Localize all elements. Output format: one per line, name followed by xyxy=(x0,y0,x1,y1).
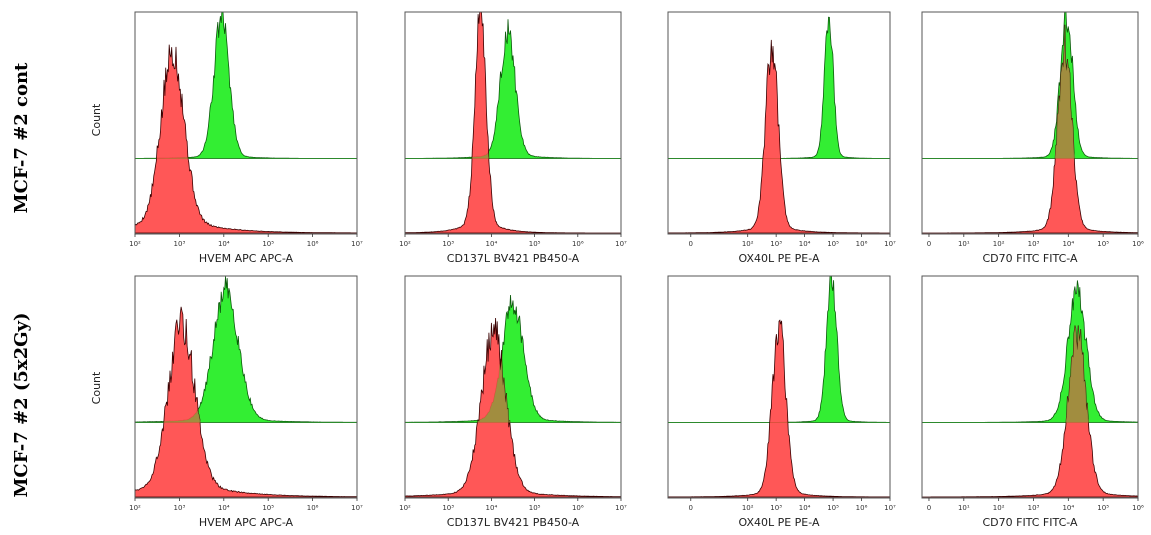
x-tick-label: 10⁶ xyxy=(856,504,868,512)
control-histogram xyxy=(668,319,890,498)
x-tick-label: 10⁵ xyxy=(529,240,541,248)
plot-frame xyxy=(134,11,358,235)
x-tick-label: 10⁵ xyxy=(827,504,839,512)
x-tick-label: 10⁵ xyxy=(262,504,274,512)
x-tick-label: 10³ xyxy=(770,504,782,512)
x-tick-label: 10⁴ xyxy=(799,504,811,512)
x-tick-label: 10³ xyxy=(1028,240,1040,248)
x-tick-label: 10⁶ xyxy=(307,240,319,248)
plot-frame xyxy=(921,11,1139,235)
x-tick-label: 10³ xyxy=(1028,504,1040,512)
plot-background xyxy=(922,12,1138,234)
plot-frame xyxy=(404,11,622,235)
plot-background xyxy=(922,276,1138,498)
overlap-region xyxy=(135,410,357,423)
x-tick-label: 10¹ xyxy=(958,240,970,248)
x-tick-label: 10⁴ xyxy=(1062,504,1074,512)
x-tick-label: 10⁵ xyxy=(1097,240,1109,248)
x-tick-label: 10⁵ xyxy=(827,240,839,248)
x-tick-label: 10³ xyxy=(442,504,454,512)
histogram-panel: 0 10² 10³ 10⁴ 10⁵ 10⁶ 10⁷ OX40L PE PE-A xyxy=(667,275,896,529)
histogram-panel: 10² 10³ 10⁴ 10⁵ 10⁶ 10⁷ HVEM APC APC-A xyxy=(129,11,363,265)
plot-frame xyxy=(134,275,358,499)
control-histogram xyxy=(405,12,621,234)
x-tick-label: 10³ xyxy=(770,240,782,248)
row-label-irradiated: MCF-7 #2 (5x2Gy) xyxy=(11,312,32,497)
x-tick-label: 0 xyxy=(927,504,931,512)
plot-frame xyxy=(404,275,622,499)
x-tick-label: 10² xyxy=(399,240,411,248)
histogram-panel: 10² 10³ 10⁴ 10⁵ 10⁶ 10⁷ CD137L BV421 PB450-A xyxy=(399,275,627,529)
x-tick-label: 10³ xyxy=(174,504,186,512)
control-histogram xyxy=(405,317,621,498)
x-tick-label: 10³ xyxy=(174,240,186,248)
x-tick-label: 10⁷ xyxy=(884,240,896,248)
row-label-control: MCF-7 #2 cont xyxy=(11,62,32,213)
x-axis-label: CD137L BV421 PB450-A xyxy=(447,252,580,265)
x-tick-label: 10² xyxy=(742,240,754,248)
x-axis-label: CD137L BV421 PB450-A xyxy=(447,516,580,529)
x-tick-label: 10² xyxy=(993,240,1005,248)
control-histogram xyxy=(922,24,1138,234)
x-tick-label: 10⁷ xyxy=(615,504,627,512)
control-histogram xyxy=(135,306,357,498)
x-tick-label: 0 xyxy=(689,504,693,512)
count-label-control: Count xyxy=(90,103,103,136)
x-tick-label: 0 xyxy=(689,240,693,248)
x-tick-label: 10¹ xyxy=(958,504,970,512)
x-tick-label: 10⁴ xyxy=(1062,240,1074,248)
x-axis-label: CD70 FITC FITC-A xyxy=(982,516,1078,529)
x-tick-label: 10² xyxy=(742,504,754,512)
plot-frame xyxy=(667,11,891,235)
x-tick-label: 10⁴ xyxy=(218,504,230,512)
x-tick-label: 10² xyxy=(129,504,141,512)
control-histogram xyxy=(922,325,1138,498)
x-tick-label: 10⁷ xyxy=(615,240,627,248)
x-tick-label: 10⁷ xyxy=(884,504,896,512)
control-histogram xyxy=(668,39,890,234)
histogram-panel: 0 10¹ 10² 10³ 10⁴ 10⁵ 10⁶ CD70 FITC FITC-A xyxy=(921,11,1144,265)
stained-histogram xyxy=(405,294,621,423)
x-tick-label: 10⁶ xyxy=(856,240,868,248)
histogram-panel: 0 10¹ 10² 10³ 10⁴ 10⁵ 10⁶ CD70 FITC FITC-A xyxy=(921,275,1144,529)
x-tick-label: 10² xyxy=(993,504,1005,512)
x-tick-label: 10² xyxy=(129,240,141,248)
x-tick-label: 10³ xyxy=(442,240,454,248)
x-axis-label: OX40L PE PE-A xyxy=(738,516,820,529)
histogram-panel: 0 10² 10³ 10⁴ 10⁵ 10⁶ 10⁷ OX40L PE PE-A xyxy=(667,11,896,265)
x-tick-label: 10⁶ xyxy=(307,504,319,512)
x-tick-label: 10⁷ xyxy=(351,240,363,248)
x-tick-label: 10⁴ xyxy=(486,504,498,512)
overlap-region xyxy=(135,157,357,159)
x-tick-label: 10⁶ xyxy=(572,240,584,248)
x-tick-label: 10⁵ xyxy=(529,504,541,512)
x-tick-label: 10⁴ xyxy=(218,240,230,248)
control-histogram xyxy=(135,44,357,234)
x-tick-label: 10⁵ xyxy=(262,240,274,248)
histogram-panel: 10² 10³ 10⁴ 10⁵ 10⁶ 10⁷ CD137L BV421 PB450-A xyxy=(399,11,627,265)
x-tick-label: 0 xyxy=(927,240,931,248)
x-tick-label: 10⁴ xyxy=(486,240,498,248)
plot-frame xyxy=(921,275,1139,499)
x-tick-label: 10⁶ xyxy=(572,504,584,512)
x-tick-label: 10⁶ xyxy=(1132,240,1144,248)
x-axis-label: OX40L PE PE-A xyxy=(738,252,820,265)
x-axis-label: HVEM APC APC-A xyxy=(199,252,294,265)
x-tick-label: 10⁵ xyxy=(1097,504,1109,512)
count-label-irradiated: Count xyxy=(90,371,103,404)
histogram-panel: 10² 10³ 10⁴ 10⁵ 10⁶ 10⁷ HVEM APC APC-A xyxy=(129,275,363,529)
x-tick-label: 10⁶ xyxy=(1132,504,1144,512)
plot-frame xyxy=(667,275,891,499)
x-axis-label: CD70 FITC FITC-A xyxy=(982,252,1078,265)
x-tick-label: 10⁴ xyxy=(799,240,811,248)
overlap-region xyxy=(922,325,1138,423)
x-tick-label: 10⁷ xyxy=(351,504,363,512)
x-axis-label: HVEM APC APC-A xyxy=(199,516,294,529)
x-tick-label: 10² xyxy=(399,504,411,512)
